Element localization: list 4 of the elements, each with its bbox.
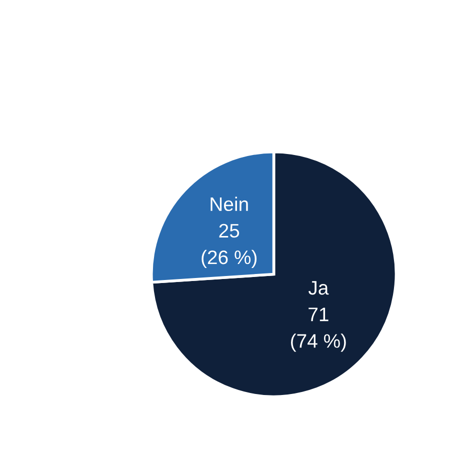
data-label: 71 (74 %) — [291, 308, 346, 352]
slice-label: Nein — [210, 196, 248, 212]
data-label: 25 (26 %) — [202, 224, 257, 268]
slice-label: Ja — [308, 281, 329, 295]
